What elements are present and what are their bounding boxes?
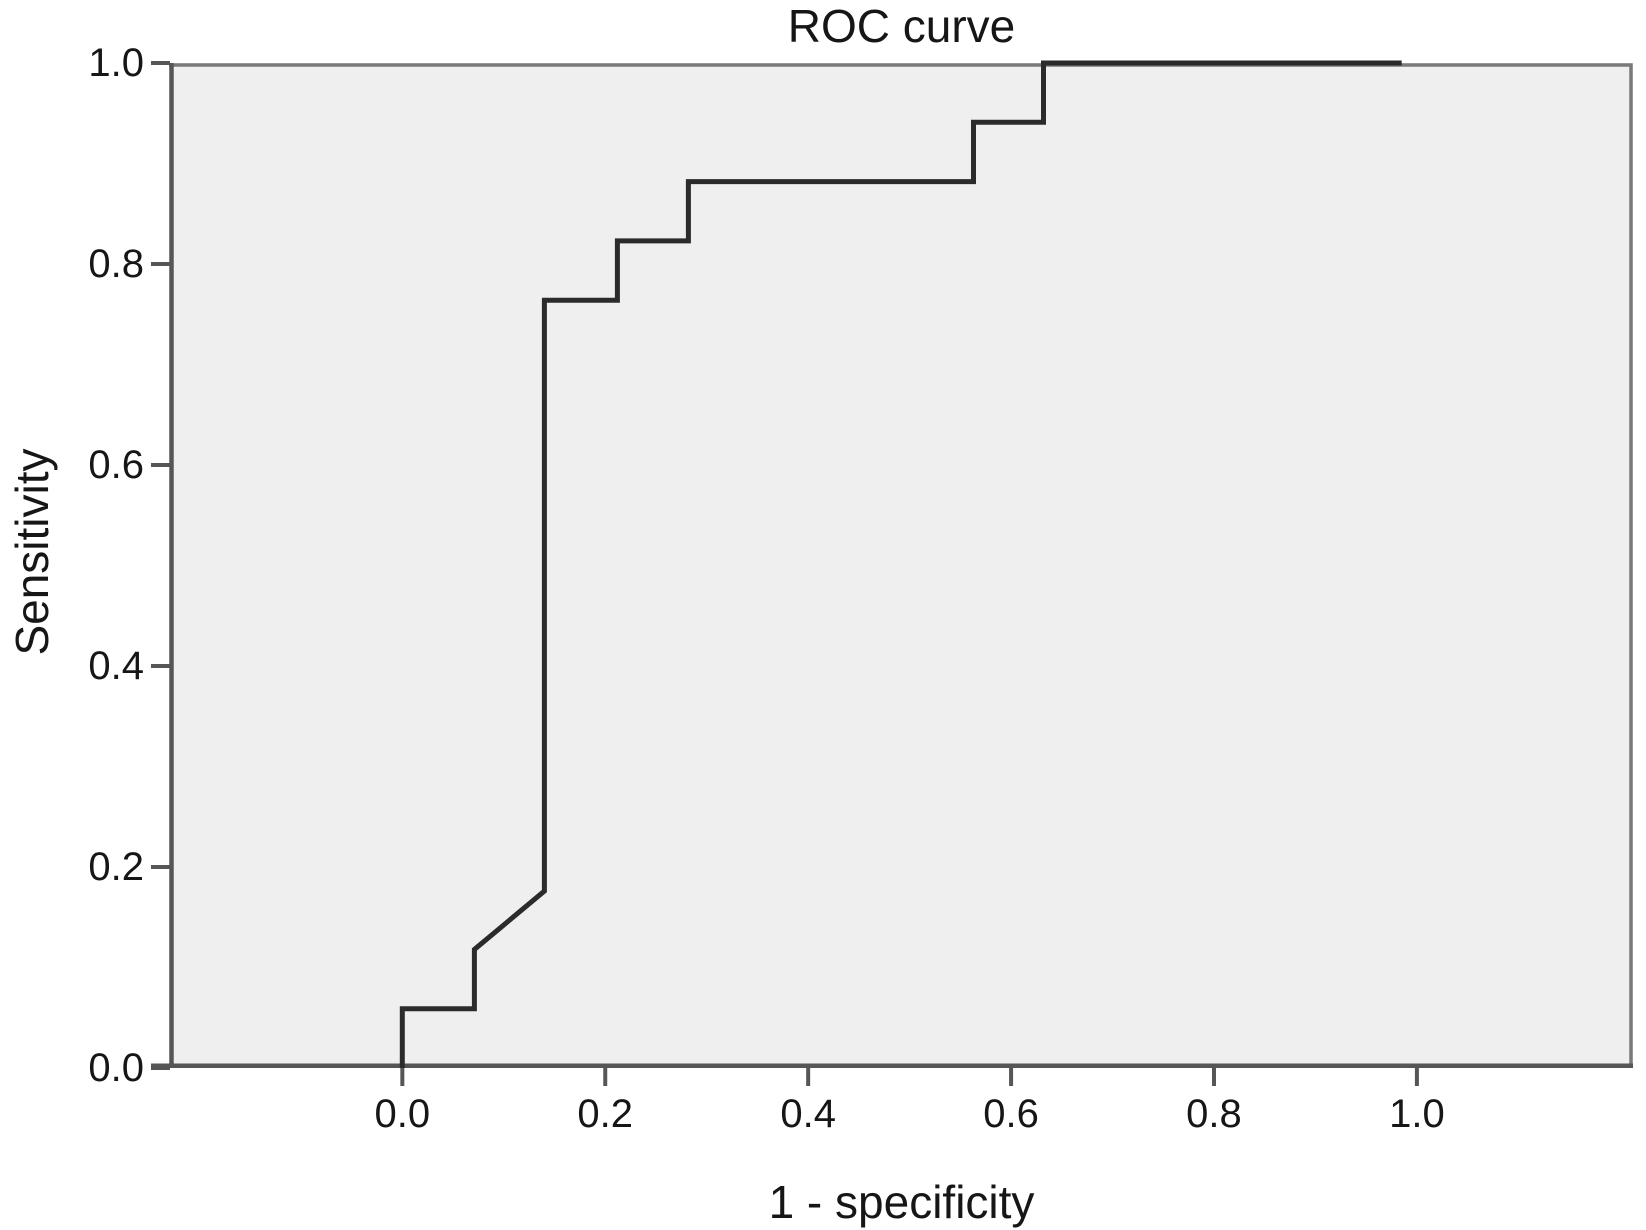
- plot-border-top-right: [169, 63, 1633, 1068]
- y-tick-label: 1.0: [88, 41, 144, 85]
- x-tick-label: 0.4: [780, 1092, 836, 1136]
- y-tick-label: 0.8: [88, 242, 144, 286]
- x-tick-label: 1.0: [1389, 1092, 1445, 1136]
- x-tick-label: 0.0: [374, 1092, 431, 1136]
- chart-title: ROC curve: [787, 0, 1016, 52]
- x-tick-label: 0.8: [1186, 1092, 1242, 1136]
- x-tick-label: 0.6: [983, 1092, 1039, 1136]
- y-tick-label: 0.0: [88, 1046, 144, 1090]
- y-tick-label: 0.4: [88, 644, 144, 688]
- y-tick-label: 0.6: [88, 443, 144, 487]
- plot-background: [170, 63, 1633, 1068]
- roc-curve: [399, 60, 1402, 1068]
- x-tick-label: 0.2: [577, 1092, 634, 1136]
- plot-axis-left-bottom: [151, 63, 1633, 1068]
- y-tick-label: 0.2: [88, 845, 144, 889]
- x-axis-label: 1 - specificity: [768, 1176, 1035, 1228]
